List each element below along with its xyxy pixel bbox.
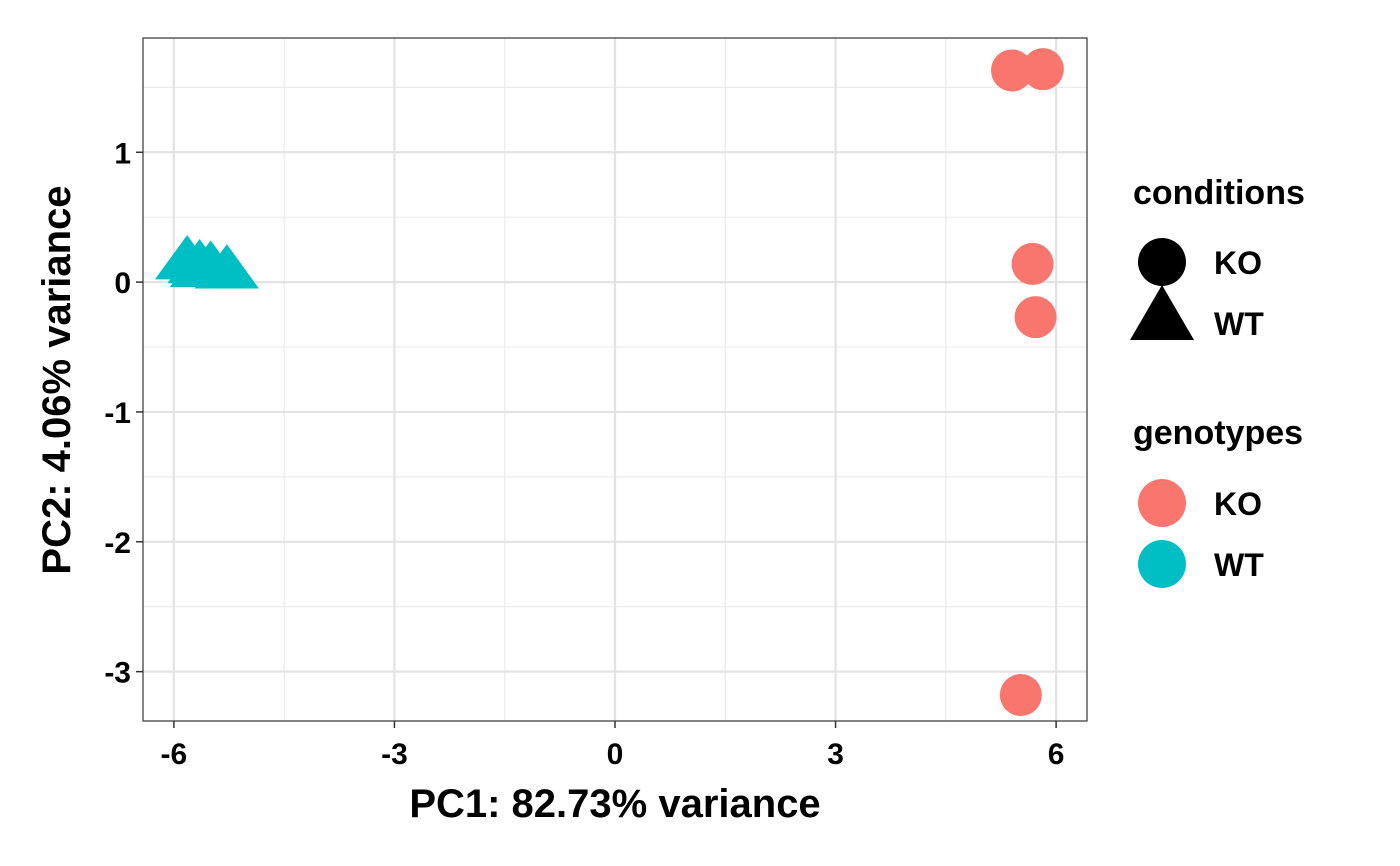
y-tick-label: 0	[114, 267, 131, 300]
legend-item-label: KO	[1214, 245, 1262, 281]
x-tick-label: 0	[607, 738, 624, 771]
legend-key-circle	[1138, 540, 1186, 588]
legend-genotypes: genotypes KO WT	[1133, 414, 1303, 588]
y-tick-label: 1	[114, 137, 131, 170]
x-tick-label: 3	[827, 738, 844, 771]
legend-item-label: WT	[1214, 306, 1264, 342]
x-tick-label: -6	[161, 738, 188, 771]
y-axis: -3 -2 -1 0 1	[104, 137, 143, 690]
legend-item-label: WT	[1214, 547, 1264, 583]
data-point-circle	[1014, 296, 1057, 339]
legend-key-triangle	[1130, 285, 1194, 340]
legend-key-circle	[1138, 479, 1186, 527]
major-gridlines	[143, 38, 1087, 721]
x-tick-label: 6	[1048, 738, 1065, 771]
data-point-triangle	[194, 244, 260, 289]
y-tick-label: -2	[104, 527, 131, 560]
data-points	[154, 48, 1064, 717]
y-tick-label: -3	[104, 657, 131, 690]
legend-area: conditions KO WT genotypes KO WT	[1130, 174, 1305, 588]
y-tick-label: -1	[104, 397, 131, 430]
data-point-circle	[1021, 48, 1064, 91]
x-axis: -6 -3 0 3 6	[161, 721, 1065, 771]
data-point-circle	[991, 49, 1034, 92]
legend-item-label: KO	[1214, 486, 1262, 522]
y-axis-title: PC2: 4.06% variance	[35, 185, 79, 574]
legend-key-circle	[1138, 238, 1186, 286]
x-tick-label: -3	[381, 738, 408, 771]
data-point-circle	[999, 674, 1042, 717]
legend-title: conditions	[1133, 174, 1305, 212]
legend-title: genotypes	[1133, 414, 1303, 452]
data-point-circle	[1011, 242, 1054, 285]
x-axis-title: PC1: 82.73% variance	[409, 782, 820, 826]
legend-conditions: conditions KO WT	[1130, 174, 1305, 342]
